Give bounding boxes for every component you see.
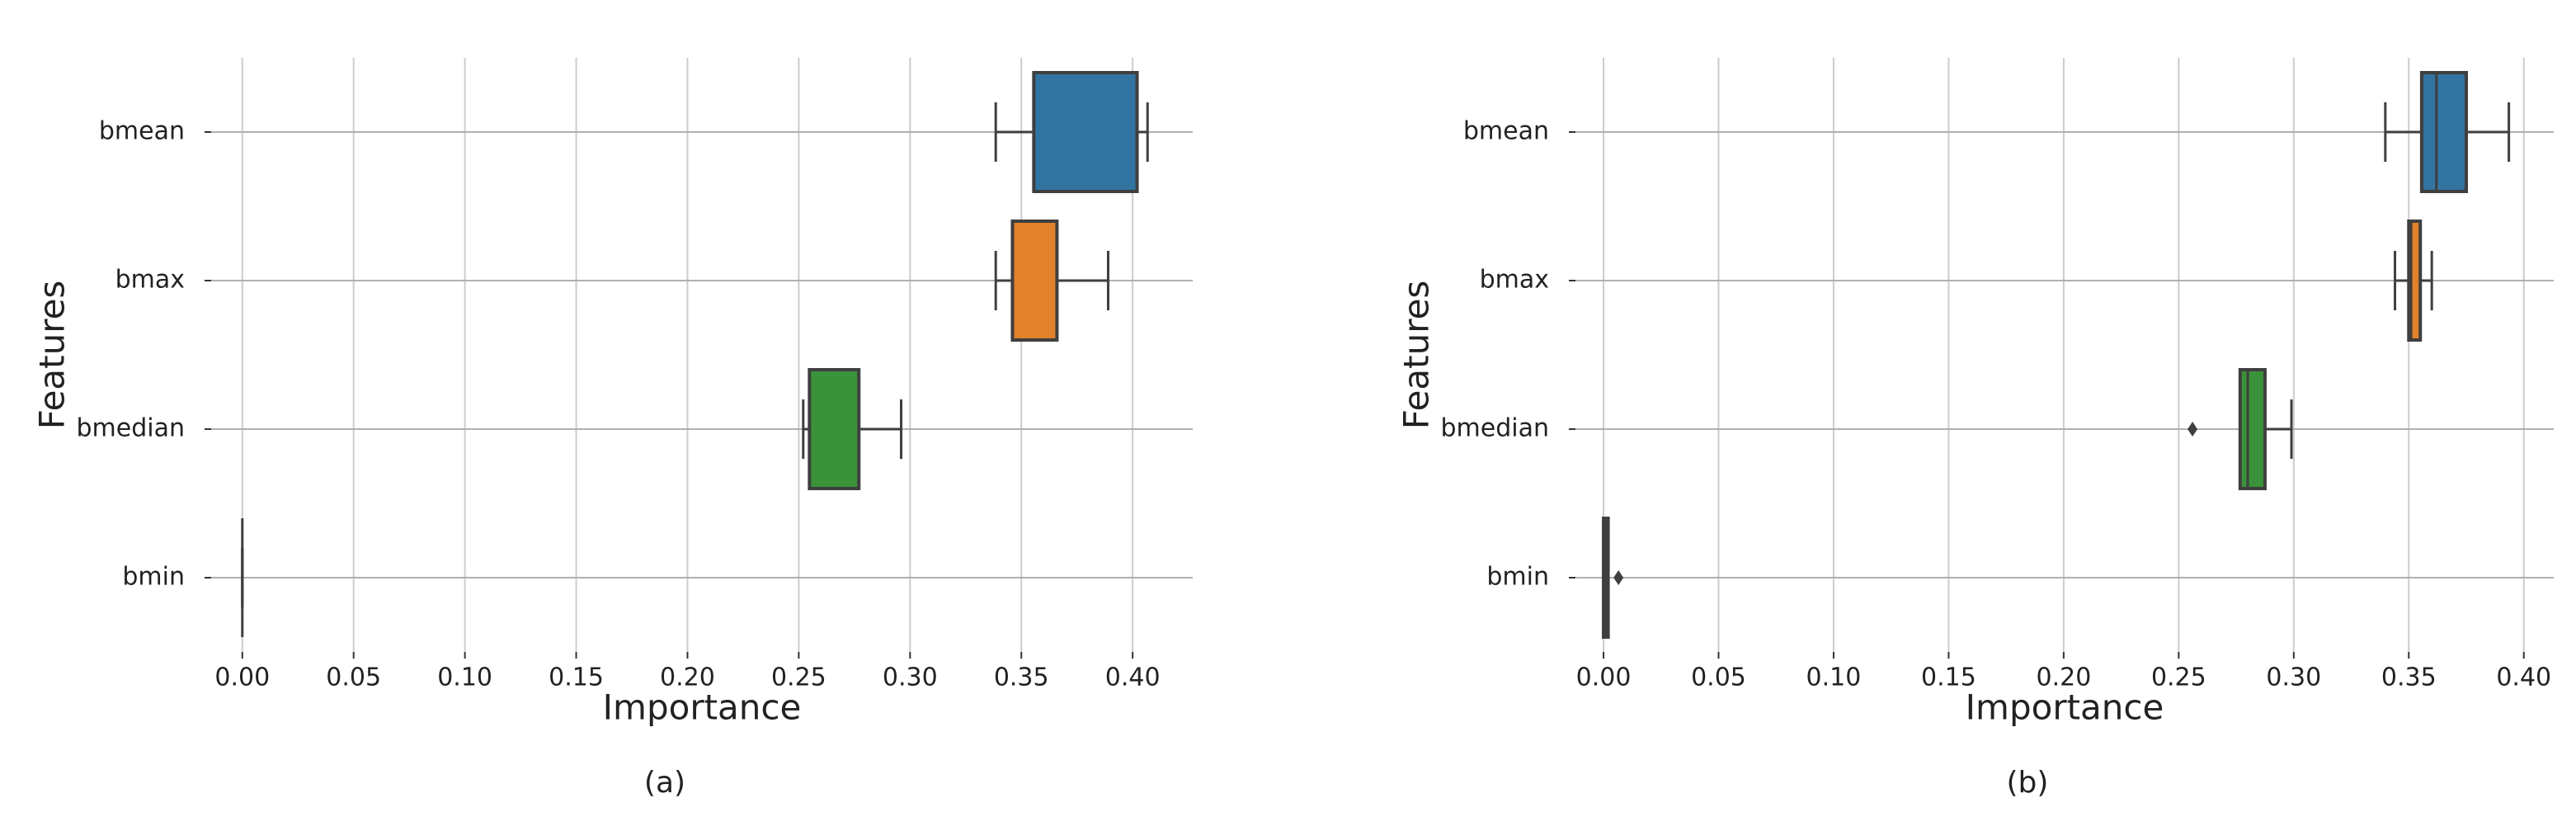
box	[808, 368, 861, 490]
x-tick-label: 0.25	[2151, 664, 2206, 692]
y-tick-label: bmedian	[77, 414, 186, 443]
x-tick-label: 0.30	[883, 664, 938, 692]
x-tick-label: 0.40	[2496, 664, 2551, 692]
x-tick-label: 0.05	[326, 664, 381, 692]
x-tick-label: 0.20	[2036, 664, 2091, 692]
y-tick-label: bmin	[122, 563, 185, 592]
box	[1010, 220, 1059, 342]
y-tick-label: bmax	[115, 266, 185, 295]
x-tick-label: 0.40	[1105, 664, 1161, 692]
x-tick-label: 0.30	[2266, 664, 2321, 692]
box	[1032, 71, 1139, 193]
outlier	[2187, 422, 2198, 437]
x-tick-label: 0.10	[1806, 664, 1862, 692]
x-tick-label: 0.15	[549, 664, 604, 692]
box	[2419, 71, 2469, 193]
x-tick-label: 0.15	[1921, 664, 1976, 692]
x-tick-label: 0.00	[214, 664, 270, 692]
x-axis-label: Importance	[1966, 687, 2164, 728]
x-tick-label: 0.20	[660, 664, 715, 692]
x-tick-label: 0.10	[437, 664, 492, 692]
y-tick-label: bmax	[1480, 266, 1549, 295]
x-tick-label: 0.00	[1576, 664, 1632, 692]
caption: (b)	[2007, 766, 2049, 800]
box	[2238, 368, 2267, 490]
y-tick-label: bmedian	[1441, 414, 1550, 443]
caption: (a)	[644, 766, 685, 800]
x-tick-label: 0.35	[2381, 664, 2437, 692]
y-axis-label: Features	[32, 281, 73, 430]
y-tick-label: bmin	[1486, 563, 1549, 592]
outlier	[1613, 570, 1624, 585]
x-tick-label: 0.35	[994, 664, 1049, 692]
x-axis-label: Importance	[603, 687, 802, 728]
x-tick-label: 0.25	[771, 664, 826, 692]
y-tick-label: bmean	[99, 117, 185, 146]
y-axis-label: Features	[1396, 281, 1437, 430]
x-tick-label: 0.05	[1691, 664, 1746, 692]
y-tick-label: bmean	[1463, 117, 1549, 146]
